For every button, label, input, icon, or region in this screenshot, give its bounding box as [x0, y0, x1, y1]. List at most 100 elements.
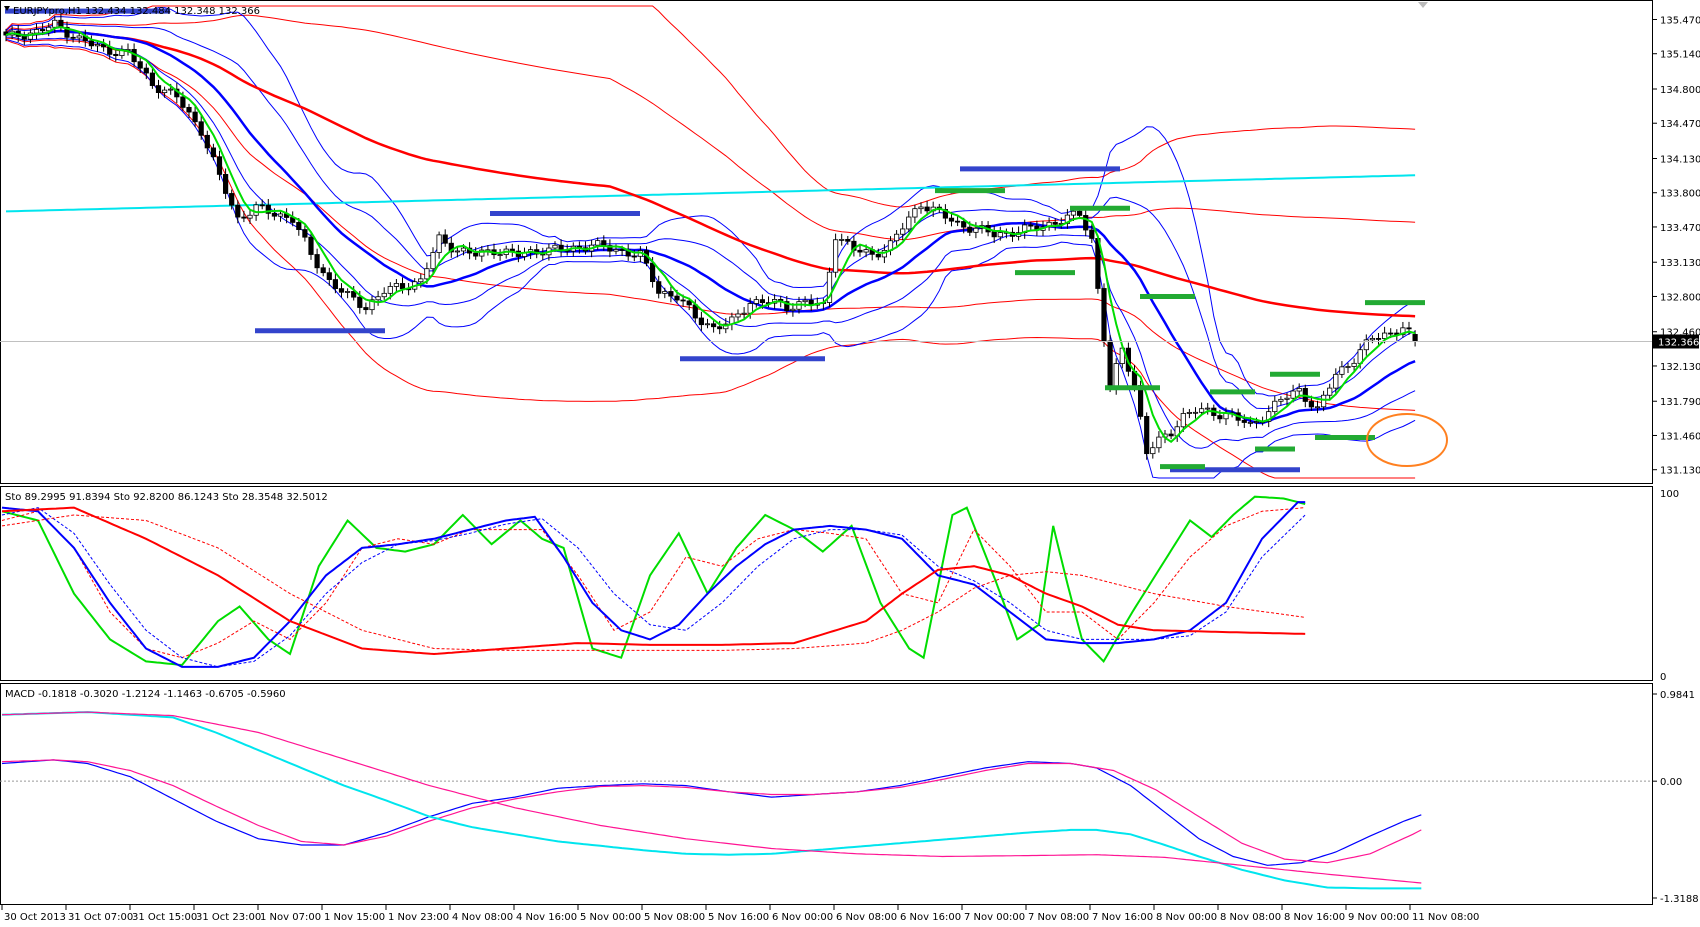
- candle-body: [1101, 288, 1107, 342]
- candle-body: [1180, 413, 1186, 428]
- candle-body: [875, 253, 881, 258]
- candle-body: [1406, 327, 1412, 330]
- time-axis-label: 31 Oct 07:00: [68, 912, 133, 923]
- time-axis-label: 1 Nov 07:00: [260, 912, 321, 923]
- candle-body: [1296, 388, 1302, 392]
- price-axis-label: 133.800: [1660, 189, 1700, 200]
- macd-panel-header: MACD -0.1818 -0.3020 -1.2124 -1.1463 -0.…: [5, 689, 286, 700]
- price-axis-label: 132.130: [1660, 362, 1700, 373]
- candle-body: [662, 291, 668, 294]
- candle-body: [1168, 433, 1174, 437]
- candle-body: [961, 221, 967, 228]
- candle-body: [143, 67, 149, 74]
- candle-body: [186, 106, 192, 113]
- candle-body: [216, 156, 223, 175]
- candle-body: [967, 226, 973, 233]
- price-axis-label: 133.130: [1660, 258, 1700, 269]
- candle-body: [424, 268, 430, 280]
- candle-body: [1217, 415, 1223, 420]
- candle-body: [802, 299, 808, 303]
- candle-body: [1382, 332, 1388, 339]
- candle-body: [1369, 338, 1375, 341]
- time-axis-label: 6 Nov 16:00: [900, 912, 961, 923]
- candle-body: [631, 255, 637, 258]
- candle-body: [698, 317, 705, 326]
- candle-body: [235, 204, 241, 218]
- candle-body: [442, 234, 448, 244]
- candle-body: [314, 254, 320, 269]
- sma-slow-line: [5, 29, 1416, 318]
- candle-body: [668, 291, 674, 297]
- stochastic-axis-label: 100: [1660, 489, 1679, 500]
- chart-shift-icon[interactable]: [1418, 2, 1428, 8]
- time-axis-label: 5 Nov 00:00: [580, 912, 641, 923]
- candle-body: [1321, 394, 1327, 408]
- candle-body: [1144, 416, 1150, 455]
- candle-body: [997, 232, 1003, 238]
- macd-line: [1, 711, 1422, 884]
- candle-body: [790, 308, 796, 311]
- candle-body: [259, 204, 265, 207]
- candle-body: [1412, 334, 1418, 342]
- candle-body: [845, 238, 851, 242]
- price-axis-label: 134.130: [1660, 154, 1700, 165]
- macd-plot-group: [0, 711, 1652, 890]
- candle-body: [168, 88, 174, 91]
- candle-body: [180, 96, 186, 108]
- candle-body: [33, 29, 40, 34]
- candle-body: [711, 323, 717, 328]
- candle-body: [137, 61, 143, 69]
- time-axis-label: 5 Nov 08:00: [644, 912, 705, 923]
- candle-body: [704, 323, 711, 326]
- candle-body: [1052, 221, 1058, 225]
- candle-body: [1205, 407, 1211, 410]
- candle-body: [326, 272, 332, 280]
- price-axis-label: 133.470: [1660, 223, 1700, 234]
- candle-body: [1077, 210, 1083, 216]
- price-axis-label: 131.790: [1660, 397, 1700, 408]
- candle-body: [912, 208, 918, 218]
- time-axis-label: 6 Nov 08:00: [836, 912, 897, 923]
- candle-body: [826, 271, 833, 303]
- stochastic-panel-frame: [0, 486, 1653, 681]
- candle-body: [839, 238, 845, 241]
- candle-body: [1388, 332, 1394, 335]
- candle-body: [149, 72, 155, 86]
- bollinger-20-lower-inner: [6, 36, 1416, 449]
- candle-body: [1339, 366, 1345, 375]
- price-axis-label: 134.470: [1660, 119, 1700, 130]
- candle-body: [1266, 411, 1272, 422]
- candle-body: [613, 249, 619, 252]
- candle-body: [479, 249, 485, 257]
- price-axis-label: 135.140: [1660, 50, 1700, 61]
- bollinger-100-upper: [5, 5, 1416, 208]
- candle-body: [759, 299, 766, 304]
- candle-body: [460, 247, 467, 252]
- candle-body: [894, 233, 900, 242]
- stochastic-panel-header: Sto 89.2995 91.8394 Sto 92.8200 86.1243 …: [5, 492, 328, 503]
- candle-body: [924, 206, 930, 212]
- candle-body: [192, 111, 198, 123]
- candle-body: [1070, 210, 1077, 216]
- macd-line: [1, 759, 1422, 866]
- candle-body: [357, 296, 363, 308]
- candle-body: [741, 312, 747, 315]
- candle-body: [753, 299, 759, 304]
- time-axis-label: 5 Nov 16:00: [708, 912, 769, 923]
- candle-body: [1284, 397, 1290, 400]
- candle-body: [473, 252, 479, 257]
- candle-body: [601, 240, 607, 246]
- candle-body: [265, 204, 271, 214]
- candle-body: [674, 295, 680, 301]
- candle-body: [607, 245, 613, 252]
- symbol-dropdown-icon[interactable]: [4, 6, 10, 11]
- stochastic-line: [1, 514, 1306, 651]
- candle-body: [46, 26, 52, 32]
- time-axis-label: 8 Nov 08:00: [1220, 912, 1281, 923]
- stochastic-line: [1, 495, 1306, 667]
- long-ma-line: [5, 174, 1416, 213]
- candle-body: [918, 206, 924, 210]
- candle-body: [1107, 340, 1113, 390]
